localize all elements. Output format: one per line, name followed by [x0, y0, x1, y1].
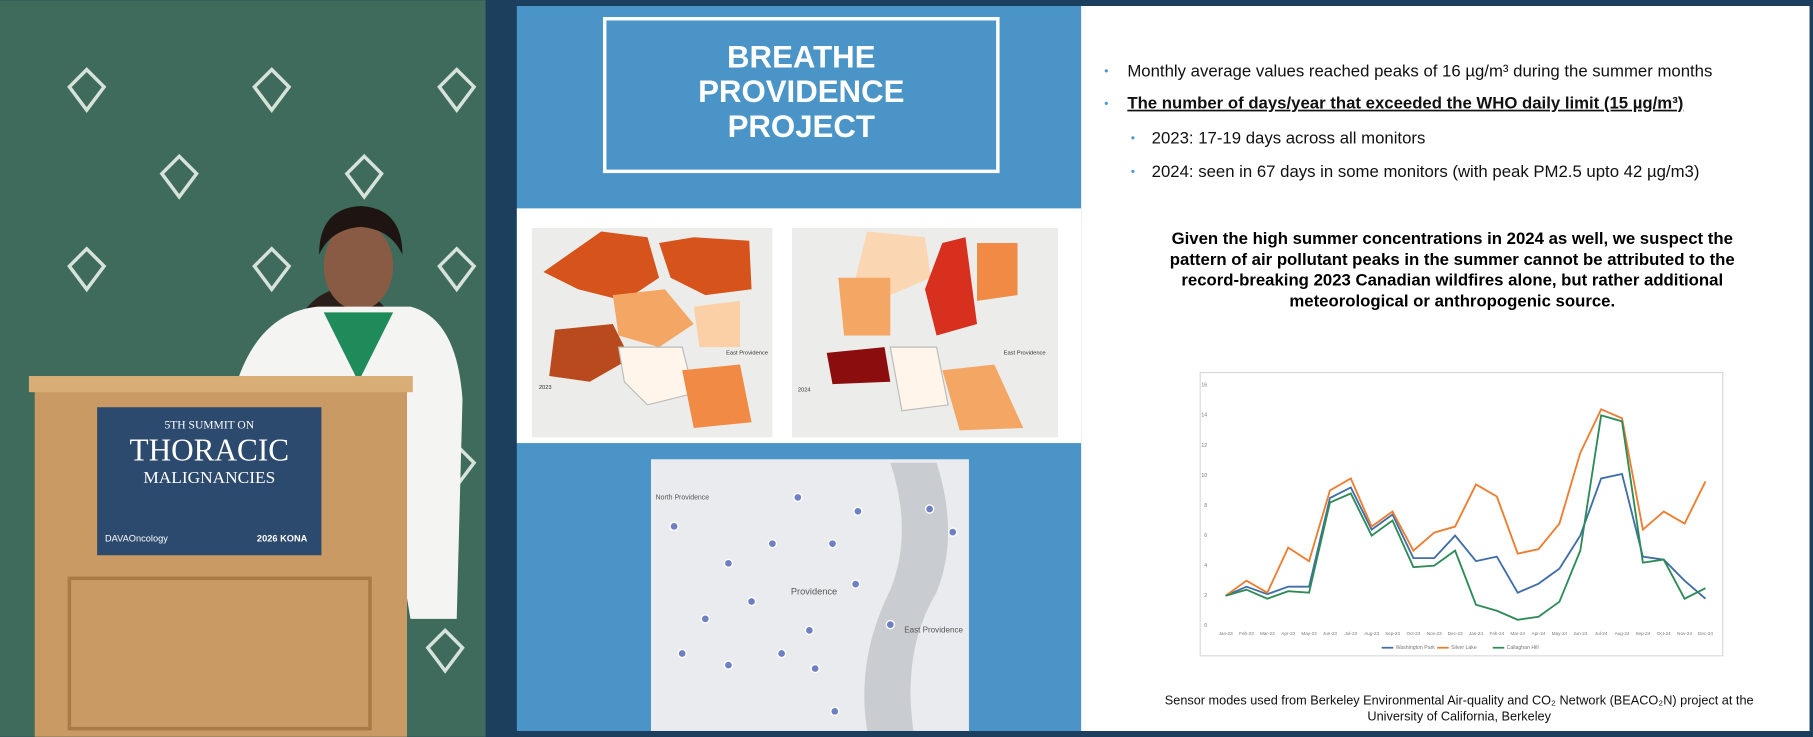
footer: University of California, Berkeley: [1367, 708, 1551, 723]
map-label: North Providence: [656, 494, 710, 501]
title-box: [602, 17, 1000, 174]
legend-label: Callaghan Hill: [1507, 645, 1539, 651]
x-tick-label: Jun-23: [1323, 631, 1338, 636]
bullet: The number of days/year that exceeded th…: [1127, 94, 1683, 113]
x-tick-label: Nov-24: [1677, 631, 1692, 636]
statement-line: pattern of air pollutant peaks in the su…: [1170, 250, 1735, 269]
x-tick-label: Mar-24: [1510, 631, 1525, 636]
legend-label: Silver Lake: [1451, 645, 1477, 651]
x-tick-label: Dec-23: [1448, 631, 1463, 636]
map-year: 2024: [798, 387, 812, 393]
x-tick-label: Jul-24: [1595, 631, 1608, 636]
choropleth-map: [792, 228, 1058, 438]
slide-title: BREATHE: [727, 39, 876, 74]
x-tick-label: Feb-24: [1490, 631, 1505, 636]
x-tick-label: May-24: [1552, 631, 1568, 636]
x-tick-label: Mar-23: [1260, 631, 1275, 636]
series-line: [1225, 408, 1707, 597]
podium-title: THORACIC: [130, 433, 290, 468]
podium-line: 5TH SUMMIT ON: [164, 418, 254, 431]
x-tick-label: Aug-23: [1364, 631, 1379, 636]
podium-subtitle: MALIGNANCIES: [143, 468, 275, 487]
y-tick-label: 10: [1201, 473, 1207, 479]
choropleth-map: [531, 228, 773, 438]
statement-line: record-breaking 2023 Canadian wildfires …: [1181, 271, 1723, 290]
statement-line: meteorological or anthropogenic source.: [1289, 291, 1615, 310]
sensor-map: [650, 459, 969, 731]
y-tick-label: 8: [1204, 503, 1207, 509]
x-tick-label: Jun-24: [1573, 631, 1588, 636]
series-line: [1225, 414, 1706, 621]
x-tick-label: Jul-23: [1345, 631, 1358, 636]
map-year: 2023: [539, 385, 552, 391]
y-tick-label: 4: [1204, 563, 1207, 569]
y-tick-label: 0: [1204, 623, 1207, 629]
y-tick-label: 12: [1201, 443, 1207, 449]
x-tick-label: Feb-23: [1239, 631, 1254, 636]
map-label: East Providence: [726, 350, 768, 356]
slide-title: PROVIDENCE: [698, 74, 904, 109]
x-tick-label: Jan-23: [1219, 631, 1234, 636]
series-line: [1225, 472, 1707, 600]
x-tick-label: Apr-23: [1281, 631, 1295, 636]
x-tick-label: Sep-24: [1635, 631, 1650, 636]
x-tick-label: Oct-24: [1657, 631, 1671, 636]
podium-event: 2026 KONA: [257, 533, 308, 543]
sub-bullet: 2023: 17-19 days across all monitors: [1152, 128, 1426, 147]
legend-label: Washington Park: [1396, 645, 1436, 651]
x-tick-label: Jan-24: [1469, 631, 1484, 636]
map-label: East Providence: [1004, 350, 1046, 356]
statement-line: Given the high summer concentrations in …: [1172, 229, 1733, 248]
y-tick-label: 6: [1204, 533, 1207, 539]
sub-bullet: 2024: seen in 67 days in some monitors (…: [1152, 162, 1700, 181]
bullet-dot: •: [1131, 167, 1135, 179]
x-tick-label: Sep-23: [1385, 631, 1400, 636]
bullet-dot: •: [1104, 66, 1108, 78]
y-tick-label: 14: [1201, 413, 1207, 419]
y-tick-label: 2: [1204, 593, 1207, 599]
map-label: East Providence: [904, 626, 963, 635]
y-tick-label: 16: [1201, 383, 1207, 389]
x-tick-label: Dec-24: [1698, 631, 1713, 636]
x-tick-label: Nov-23: [1427, 631, 1442, 636]
x-tick-label: Oct-23: [1406, 631, 1420, 636]
podium: [28, 376, 413, 737]
footer: Sensor modes used from Berkeley Environm…: [1165, 692, 1754, 707]
bullet-dot: •: [1104, 98, 1108, 110]
x-tick-label: May-23: [1301, 631, 1317, 636]
slide-title: PROJECT: [728, 109, 875, 144]
bullet: Monthly average values reached peaks of …: [1127, 61, 1712, 80]
x-tick-label: Aug-24: [1615, 631, 1630, 636]
bullet-dot: •: [1131, 133, 1135, 145]
map-label: Providence: [791, 587, 837, 597]
speaker-photo: [0, 0, 486, 737]
podium-logo: DAVAOncology: [105, 533, 168, 543]
x-tick-label: Apr-24: [1532, 631, 1546, 636]
